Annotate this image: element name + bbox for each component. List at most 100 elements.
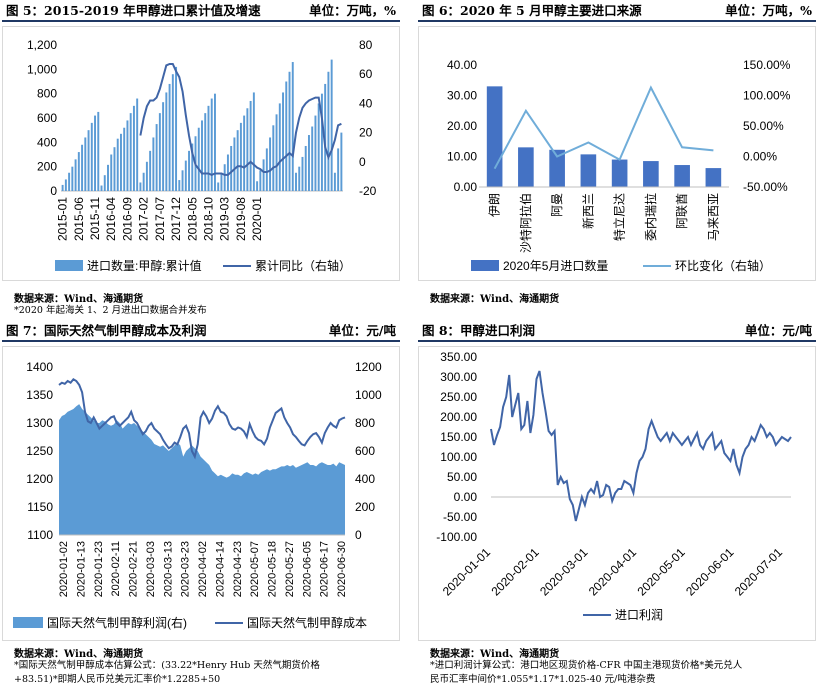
fig5-source: 数据来源：Wind、海通期货 bbox=[14, 294, 144, 305]
fig8-y-tick: 200.00 bbox=[440, 410, 477, 424]
fig8-note-line1: *进口利润计算公式：港口地区现货价格-CFR 中国主港现货价格*美元兑人 bbox=[430, 660, 743, 671]
fig7-legend-line-label: 国际天然气制甲醇成本 bbox=[247, 615, 367, 630]
fig8-legend-line-label: 进口利润 bbox=[615, 608, 663, 622]
fig5-bar bbox=[330, 59, 333, 191]
fig6-bar bbox=[643, 161, 659, 187]
fig5-bar bbox=[145, 161, 148, 191]
fig6-bar bbox=[674, 165, 690, 187]
fig8-x-tick: 2020-06-01 bbox=[683, 545, 737, 599]
fig5-bar bbox=[81, 144, 84, 191]
fig6-category-label: 阿曼 bbox=[550, 193, 564, 217]
fig5-bar bbox=[110, 154, 113, 191]
fig5-bar bbox=[74, 159, 77, 191]
fig5-x-tick: 2017-02 bbox=[137, 197, 151, 241]
fig5-bar bbox=[155, 124, 158, 191]
fig6-plot: 0.00 10.00 20.00 30.00 40.00 -50.00% 0.00% 50.0… bbox=[418, 26, 816, 281]
fig5-bar bbox=[84, 137, 87, 191]
fig7-yleft-tick: 1400 bbox=[26, 360, 53, 374]
fig5-bar bbox=[175, 66, 178, 191]
fig5-x-tick: 2019-03 bbox=[218, 197, 232, 241]
fig5-x-tick: 2018-05 bbox=[185, 197, 199, 241]
fig5-bar bbox=[87, 130, 90, 191]
fig5-yright-tick: 40 bbox=[359, 96, 373, 110]
fig5-bar bbox=[327, 71, 330, 191]
fig5-bar bbox=[324, 83, 327, 191]
fig8-x-tick: 2020-05-01 bbox=[634, 545, 688, 599]
fig6-category-label: 沙特阿拉伯 bbox=[518, 193, 533, 253]
panel-fig7: 图 7：国际天然气制甲醇成本及利润 单位：元/吨 1100 1150 1200 125… bbox=[2, 322, 400, 694]
fig5-x-tick: 2018-10 bbox=[201, 197, 215, 241]
fig7-yleft-tick: 1200 bbox=[26, 472, 53, 486]
fig7-x-tick: 2020-02-11 bbox=[110, 541, 122, 596]
fig5-bar bbox=[272, 125, 275, 191]
fig7-x-tick: 2020-01-23 bbox=[93, 541, 105, 597]
fig5-yleft-tick: 600 bbox=[37, 111, 57, 125]
fig5-bar bbox=[295, 172, 297, 191]
fig8-y-tick: 350.00 bbox=[440, 350, 477, 364]
fig5-yright-tick: 60 bbox=[359, 67, 373, 81]
fig7-x-tick: 2020-06-30 bbox=[336, 541, 348, 597]
fig5-bar bbox=[68, 172, 71, 191]
fig7-x-tick: 2020-04-14 bbox=[214, 541, 226, 597]
fig5-bar bbox=[320, 93, 323, 191]
fig5-bar bbox=[340, 132, 343, 191]
fig6-category-label: 马来西亚 bbox=[706, 193, 720, 241]
fig6-yleft-tick: 30.00 bbox=[447, 89, 477, 103]
fig6-yleft-tick: 20.00 bbox=[447, 119, 477, 133]
fig5-bar bbox=[333, 172, 336, 191]
fig5-bar bbox=[207, 105, 210, 191]
fig8-source: 数据来源：Wind、海通期货 bbox=[430, 649, 560, 660]
fig5-bar bbox=[246, 108, 249, 191]
fig8-y-tick: -100.00 bbox=[436, 530, 477, 544]
fig5-bar bbox=[278, 103, 281, 191]
fig7-x-tick: 2020-01-13 bbox=[75, 541, 87, 597]
fig5-bar bbox=[307, 135, 310, 191]
fig5-yright-tick: 80 bbox=[359, 38, 373, 52]
fig8-y-tick: 250.00 bbox=[440, 390, 477, 404]
fig5-bar bbox=[252, 92, 255, 191]
fig6-category-label: 伊朗 bbox=[488, 193, 502, 217]
fig7-x-tick: 2020-03-13 bbox=[162, 541, 174, 597]
fig7-note-line1: *国际天然气制甲醇成本估算公式：(33.22*Henry Hub 天然气期货价格 bbox=[14, 660, 320, 671]
fig7-legend-area-label: 国际天然气制甲醇利润(右) bbox=[47, 615, 187, 630]
fig8-profit-line bbox=[490, 370, 792, 522]
fig5-bar bbox=[136, 98, 139, 191]
fig5-chart: 0 200 400 600 800 1,000 1,200 -20 0 20 40 60 80 2015-… bbox=[27, 38, 377, 273]
fig5-bar bbox=[291, 62, 294, 192]
fig5-bar bbox=[230, 145, 233, 191]
fig7-legend-area-swatch bbox=[13, 617, 43, 628]
fig5-bar bbox=[233, 137, 236, 191]
fig7-yright-tick: 200 bbox=[355, 500, 375, 514]
fig5-header: 图 5：2015-2019 年甲醇进口累计值及增速 单位：万吨，% bbox=[2, 2, 400, 22]
fig5-bar bbox=[304, 145, 307, 191]
fig6-chart: 0.00 10.00 20.00 30.00 40.00 -50.00% 0.00% 50.0… bbox=[447, 58, 791, 273]
fig6-yright-tick: 50.00% bbox=[743, 119, 784, 133]
fig5-bar bbox=[301, 156, 304, 191]
fig7-profit-area bbox=[59, 404, 345, 535]
fig5-yright-tick: 0 bbox=[359, 155, 366, 169]
fig5-bar bbox=[132, 105, 135, 191]
panel-fig5: 图 5：2015-2019 年甲醇进口累计值及增速 单位：万吨，% 0 200 40… bbox=[2, 2, 400, 320]
fig5-yright-tick: 20 bbox=[359, 126, 373, 140]
fig6-yleft-tick: 0.00 bbox=[454, 180, 478, 194]
fig5-yleft-tick: 800 bbox=[37, 87, 57, 101]
fig6-category-label: 委内瑞拉 bbox=[643, 193, 658, 241]
fig6-bar bbox=[611, 159, 628, 187]
fig5-bar bbox=[126, 120, 129, 191]
fig8-y-tick: 50.00 bbox=[447, 470, 477, 484]
fig7-x-tick: 2020-04-23 bbox=[232, 541, 244, 597]
fig8-header: 图 8：甲醇进口利润 单位：元/吨 bbox=[418, 322, 816, 342]
fig5-bar bbox=[103, 175, 106, 191]
fig5-yright-tick: -20 bbox=[359, 184, 377, 198]
fig8-y-tick: 0.00 bbox=[454, 490, 478, 504]
fig5-bar bbox=[269, 137, 272, 191]
fig8-y-tick: 150.00 bbox=[440, 430, 477, 444]
fig5-bar bbox=[71, 166, 74, 191]
fig5-bar bbox=[61, 184, 64, 191]
fig6-unit: 单位：万吨，% bbox=[725, 3, 812, 18]
fig6-yright-tick: 150.00% bbox=[743, 58, 791, 72]
fig5-x-tick: 2020-01 bbox=[250, 197, 264, 241]
fig5-legend-bar-swatch bbox=[55, 260, 83, 271]
fig5-bar bbox=[204, 113, 207, 191]
fig7-x-tick: 2020-05-18 bbox=[267, 541, 279, 597]
